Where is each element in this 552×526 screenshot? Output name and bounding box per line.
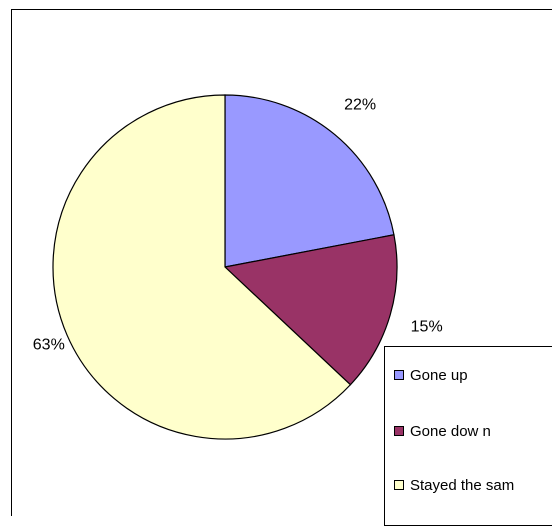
legend-item-gone-up: Gone up — [394, 366, 468, 384]
legend-label-gone-up: Gone up — [410, 367, 468, 384]
slice-label-gone-up: 22% — [344, 97, 376, 114]
legend-swatch-gone-down — [394, 426, 404, 436]
slice-label-gone-down: 15% — [411, 319, 443, 336]
legend-item-stayed-the-same: Stayed the sam — [394, 476, 514, 494]
legend-label-stayed-the-same: Stayed the sam — [410, 477, 514, 494]
legend-label-gone-down: Gone dow n — [410, 423, 491, 440]
slice-label-stayed-the-same: 63% — [33, 336, 65, 353]
legend-swatch-stayed-the-same — [394, 480, 404, 490]
legend-swatch-gone-up — [394, 370, 404, 380]
legend: Gone up Gone dow n Stayed the sam — [384, 346, 552, 526]
pie-slices — [53, 95, 397, 439]
legend-item-gone-down: Gone dow n — [394, 422, 491, 440]
